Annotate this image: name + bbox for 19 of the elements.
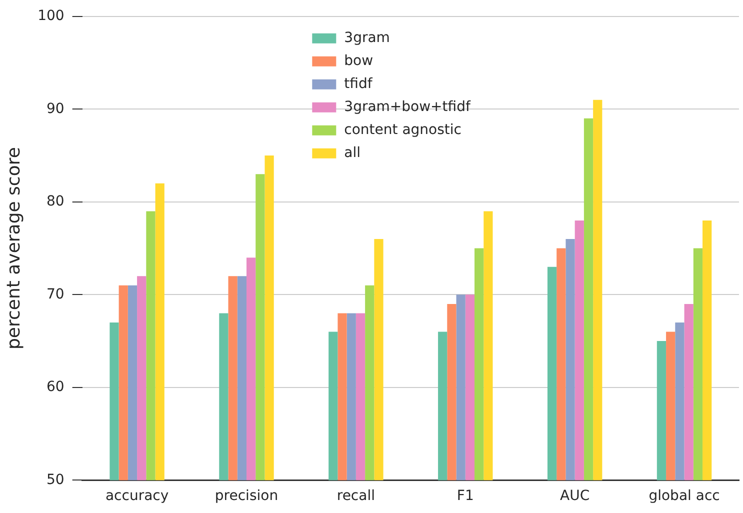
legend-label: content agnostic	[344, 122, 462, 138]
x-tick-label: recall	[336, 488, 375, 504]
legend-label: tfidf	[344, 76, 374, 92]
y-tick-label: 60	[46, 379, 64, 396]
y-tick-label: 50	[46, 472, 64, 488]
y-tick-label: 100	[38, 8, 64, 24]
legend-label: 3gram+bow+tfidf	[344, 99, 472, 116]
x-tick-label: global acc	[648, 488, 720, 504]
y-tick-label: 80	[46, 194, 64, 210]
x-tick-label: F1	[456, 488, 474, 504]
legend-label: bow	[344, 53, 374, 70]
x-tick-label: accuracy	[105, 488, 169, 504]
y-tick-label: 70	[46, 286, 64, 302]
y-axis-title: percent average score	[3, 147, 24, 350]
legend-label: all	[344, 145, 361, 162]
x-tick-label: AUC	[560, 488, 590, 504]
x-tick-label: precision	[214, 488, 278, 504]
y-tick-label: 90	[46, 100, 64, 117]
legend-label: 3gram	[344, 30, 390, 46]
